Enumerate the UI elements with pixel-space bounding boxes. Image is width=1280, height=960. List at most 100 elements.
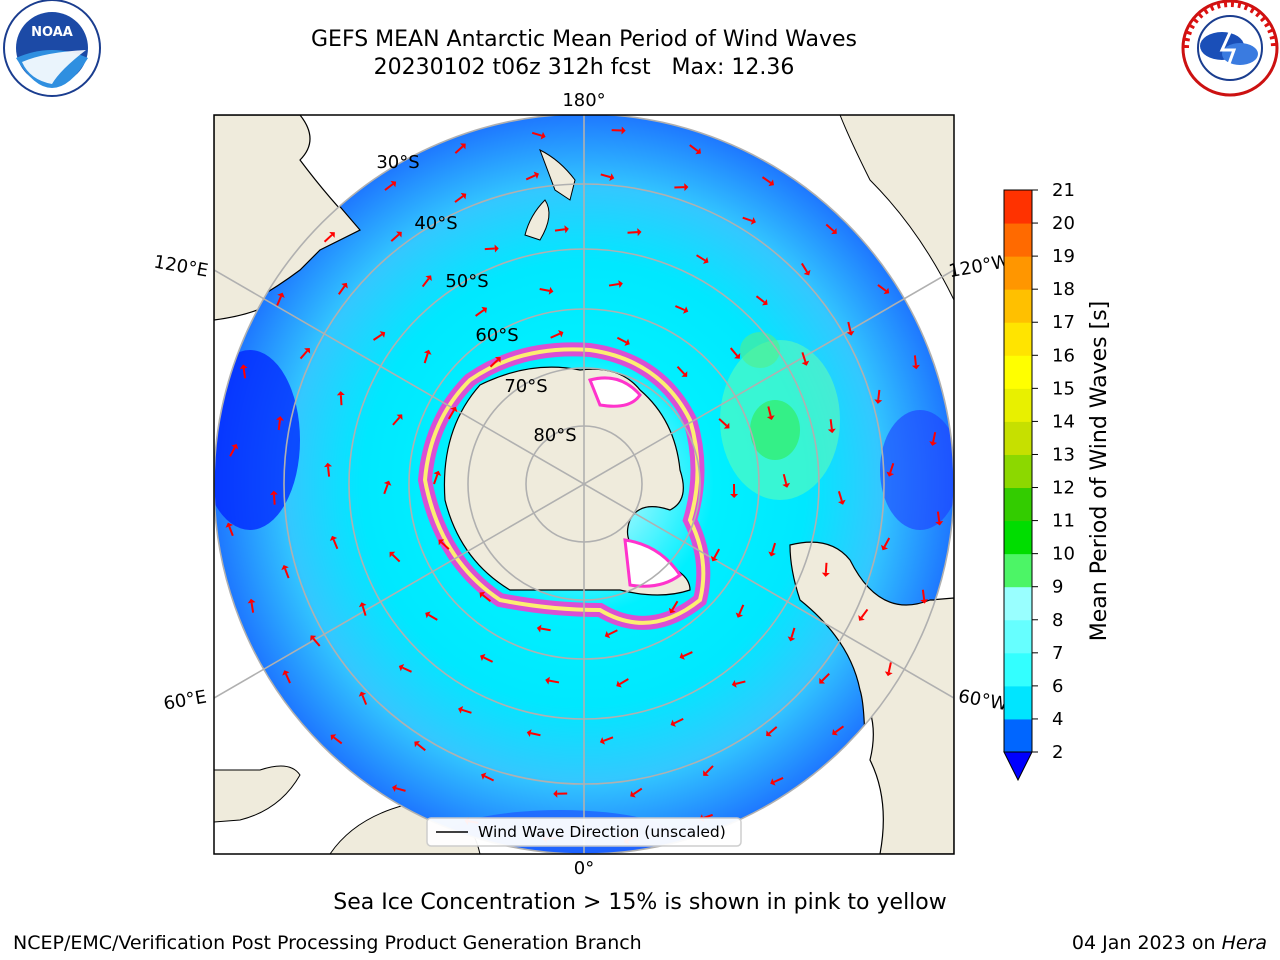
wind-arrow-shaft bbox=[860, 608, 869, 619]
wind-arrow-head bbox=[450, 406, 458, 413]
wind-arrow-head bbox=[414, 740, 420, 748]
meridian-label-180: 180° bbox=[562, 90, 605, 111]
wind-arrow-head bbox=[782, 482, 791, 488]
wind-arrow-head bbox=[766, 415, 775, 421]
wind-arrow-head bbox=[479, 591, 486, 599]
wind-arrow-shaft bbox=[682, 651, 693, 658]
colorbar-segment bbox=[1004, 223, 1032, 257]
wind-arrow-head bbox=[821, 572, 830, 577]
noaa-logo-text: NOAA bbox=[31, 25, 73, 40]
wind-arrow-shaft bbox=[242, 368, 247, 379]
wind-arrow-shaft bbox=[392, 416, 401, 426]
wind-arrow-head bbox=[275, 416, 284, 421]
wind-arrow-shaft bbox=[421, 277, 430, 288]
wind-arrow-shaft bbox=[250, 602, 255, 613]
wind-arrow-head bbox=[425, 275, 432, 282]
wind-arrow-shaft bbox=[773, 777, 784, 783]
wind-arrow-head bbox=[731, 680, 737, 688]
wind-arrow-shaft bbox=[229, 447, 236, 457]
wind-arrow-head bbox=[396, 414, 403, 421]
wind-arrow-head bbox=[609, 173, 615, 182]
wind-arrow-shaft bbox=[696, 254, 706, 262]
colorbar-tick-label: 14 bbox=[1052, 411, 1075, 432]
colorbar-tick-label: 19 bbox=[1052, 246, 1075, 267]
wind-arrow-head bbox=[832, 728, 838, 736]
colorbar-segment bbox=[1004, 388, 1032, 422]
colorbar-tick-label: 6 bbox=[1052, 676, 1063, 697]
parallel-label-50s: 50°S bbox=[445, 271, 488, 292]
colorbar-tick-label: 13 bbox=[1052, 444, 1075, 465]
colorbar-tick-label: 18 bbox=[1052, 279, 1075, 300]
wind-arrow-shaft bbox=[484, 247, 495, 251]
wind-arrow-head bbox=[846, 330, 855, 336]
wind-arrow-head bbox=[433, 470, 442, 476]
wind-arrow-shaft bbox=[607, 629, 618, 636]
wind-arrow-shaft bbox=[423, 353, 429, 364]
wind-arrow-head bbox=[681, 371, 688, 377]
wind-arrow-shaft bbox=[483, 656, 494, 663]
wind-arrow-head bbox=[277, 292, 285, 298]
wind-arrow-head bbox=[911, 364, 920, 370]
legend-label: Wind Wave Direction (unscaled) bbox=[478, 823, 726, 841]
wind-arrow-shaft bbox=[433, 474, 439, 485]
wind-arrow-head bbox=[545, 676, 550, 685]
wind-arrow-head bbox=[533, 171, 539, 179]
wind-arrow-head bbox=[935, 521, 944, 526]
colorbar-segment bbox=[1004, 718, 1032, 753]
wind-arrow-head bbox=[553, 789, 558, 798]
meridian-label-60e: 60°E bbox=[162, 686, 208, 714]
wind-arrow-shaft bbox=[440, 541, 450, 550]
wind-arrow-head bbox=[929, 441, 938, 446]
wind-arrow-shaft bbox=[361, 605, 367, 616]
wind-arrow-shaft bbox=[768, 726, 778, 735]
colorbar-extend bbox=[1003, 751, 1033, 782]
wind-arrow-head bbox=[536, 624, 542, 633]
wind-arrow-head bbox=[269, 490, 278, 495]
colorbar-tick-label: 8 bbox=[1052, 610, 1063, 631]
wind-arrow-head bbox=[750, 217, 756, 225]
wind-arrow-shaft bbox=[771, 542, 777, 553]
wind-arrow-head bbox=[710, 555, 718, 562]
colorbar-segment bbox=[1004, 685, 1032, 720]
wind-arrow-shaft bbox=[800, 262, 808, 273]
colorbar-tick-label: 4 bbox=[1052, 709, 1063, 730]
wind-arrow-head bbox=[787, 636, 796, 642]
wind-arrow-shaft bbox=[484, 775, 495, 782]
footer-date: 04 Jan 2023 on Hera bbox=[1071, 932, 1267, 954]
wind-arrow-shaft bbox=[416, 743, 426, 752]
wind-arrow-head bbox=[494, 244, 499, 253]
wind-arrow-head bbox=[621, 126, 626, 135]
wind-arrow-head bbox=[330, 734, 337, 741]
wind-arrow-head bbox=[886, 471, 894, 477]
wind-arrow-shaft bbox=[790, 627, 796, 638]
wind-arrow-shaft bbox=[913, 355, 917, 366]
wind-arrow-head bbox=[803, 269, 811, 276]
wind-arrow-shaft bbox=[530, 732, 541, 737]
wind-arrow-shaft bbox=[332, 539, 339, 550]
wind-arrow-shaft bbox=[689, 144, 699, 152]
wind-arrow-head bbox=[282, 670, 290, 676]
map-area bbox=[214, 115, 954, 854]
colorbar-segment bbox=[1004, 487, 1032, 522]
wind-arrow-head bbox=[679, 652, 685, 660]
wind-arrow-shaft bbox=[705, 765, 714, 774]
wind-arrow-head bbox=[392, 784, 397, 793]
wind-arrow-head bbox=[438, 539, 445, 546]
wind-arrow-shaft bbox=[829, 419, 833, 430]
wind-arrow-head bbox=[358, 691, 367, 697]
wind-arrow-shaft bbox=[299, 350, 308, 360]
colorbar-tick-label: 16 bbox=[1052, 345, 1075, 366]
colorbar-segment bbox=[1004, 553, 1032, 588]
parallel-label-80s: 80°S bbox=[533, 425, 576, 446]
parallel-label-40s: 40°S bbox=[414, 213, 457, 234]
wind-arrow-shaft bbox=[837, 491, 843, 502]
wind-arrow-shaft bbox=[889, 463, 895, 474]
wind-arrow-shaft bbox=[632, 787, 643, 795]
wind-arrow-shaft bbox=[729, 347, 738, 357]
wind-arrow-shaft bbox=[824, 562, 828, 573]
wind-arrow-shaft bbox=[877, 389, 881, 400]
wind-arrow-shaft bbox=[277, 419, 281, 431]
wind-arrow-head bbox=[683, 306, 689, 314]
wind-arrow-head bbox=[735, 612, 744, 618]
